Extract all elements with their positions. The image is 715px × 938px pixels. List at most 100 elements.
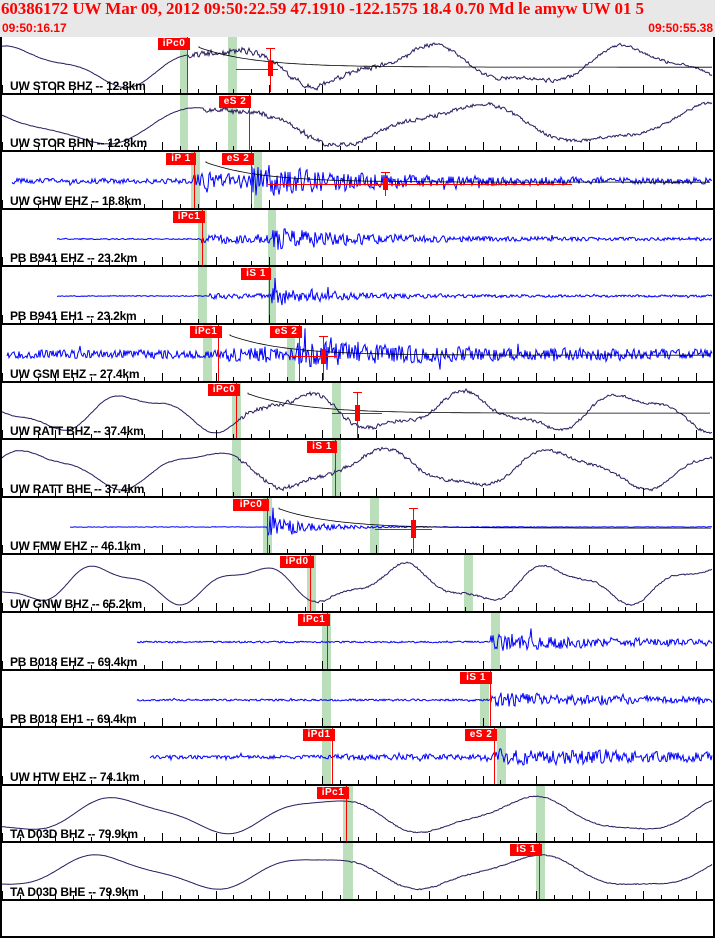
phase-pick-line[interactable]	[310, 555, 311, 613]
phase-pick-line[interactable]	[236, 383, 237, 440]
phase-pick-tag[interactable]: iS 1	[307, 441, 337, 453]
trace-row[interactable]: iPc1 PB B941 EHZ -- 23.2km	[2, 210, 713, 267]
phase-pick-tag[interactable]: eS 2	[219, 96, 251, 108]
trace-row[interactable]: iS 1 TA D03D BHE -- 79.9km	[2, 843, 713, 901]
axis-tick	[376, 718, 377, 726]
axis-tick	[643, 603, 644, 611]
axis-tick	[678, 434, 679, 438]
axis-tick	[198, 434, 199, 438]
axis-tick	[91, 146, 92, 150]
phase-pick-line[interactable]	[218, 325, 219, 383]
phase-pick-tag[interactable]: eS 2	[465, 729, 497, 741]
phase-pick-line[interactable]	[299, 325, 300, 383]
phase-pick-tag[interactable]: eS 2	[270, 326, 302, 338]
axis-tick	[180, 89, 181, 93]
phase-pick-tag[interactable]: iPc1	[173, 211, 205, 223]
axis-tick	[305, 780, 306, 784]
phase-association-band	[332, 383, 341, 440]
trace-row[interactable]: iS 1 UW RATT BHE -- 37.4km	[2, 440, 713, 498]
phase-pick-tag[interactable]: iS 1	[460, 672, 492, 684]
phase-pick-line[interactable]	[251, 152, 252, 210]
axis-tick	[20, 780, 21, 784]
phase-pick-tag[interactable]: eS 2	[222, 153, 254, 165]
trace-row[interactable]: iPc1 PB B018 EHZ -- 69.4km	[2, 613, 713, 671]
phase-pick-tag[interactable]: iPd1	[303, 729, 335, 741]
axis-tick	[643, 200, 644, 208]
trace-row[interactable]: iPc1 eS 2 UW GSM EHZ -- 27.4km	[2, 325, 713, 383]
axis-tick	[73, 780, 74, 784]
phase-pick-line[interactable]	[267, 498, 268, 555]
trace-row[interactable]: iS 1 PB B018 EH1 -- 69.4km	[2, 671, 713, 728]
phase-pick-tag[interactable]: iPc1	[190, 326, 222, 338]
trace-row[interactable]: iPc0 UW RATT BHZ -- 37.4km	[2, 383, 713, 440]
phase-pick-line[interactable]	[202, 210, 203, 267]
phase-pick-line[interactable]	[194, 152, 195, 210]
phase-pick-line[interactable]	[494, 728, 495, 786]
axis-tick	[144, 837, 145, 841]
phase-pick-tag[interactable]: iPc1	[298, 614, 330, 626]
axis-tick	[340, 549, 341, 553]
axis-tick	[607, 89, 608, 93]
waveform-trace	[2, 795, 713, 835]
trace-row[interactable]: iP 1 eS 2 UW GHW EHZ -- 18.8km	[2, 152, 713, 210]
trace-row[interactable]: iPd0 UW GNW BHZ -- 65.2km	[2, 555, 713, 613]
phase-pick-line[interactable]	[187, 37, 188, 95]
axis-tick	[554, 722, 555, 726]
axis-tick	[38, 377, 39, 381]
axis-tick	[661, 895, 662, 899]
phase-pick-line[interactable]	[327, 613, 328, 671]
phase-pick-tag[interactable]: iS 1	[510, 844, 542, 856]
axis-tick	[536, 200, 537, 208]
phase-pick-line[interactable]	[335, 440, 336, 498]
phase-pick-line[interactable]	[269, 267, 270, 325]
axis-tick	[607, 319, 608, 323]
row-axis-line	[2, 265, 713, 267]
phase-pick-tag[interactable]: iPd0	[280, 556, 314, 568]
phase-pick-tag[interactable]: iP 1	[166, 153, 196, 165]
axis-tick	[465, 89, 466, 93]
amplitude-marker-baseline	[268, 184, 572, 185]
axis-tick	[394, 722, 395, 726]
phase-pick-line[interactable]	[539, 843, 540, 901]
axis-tick	[2, 315, 3, 323]
row-axis-line	[2, 726, 713, 728]
axis-tick	[394, 837, 395, 841]
axis-tick	[287, 492, 288, 496]
axis-tick	[678, 89, 679, 93]
phase-association-band	[232, 440, 241, 498]
phase-pick-line[interactable]	[249, 95, 250, 152]
axis-tick	[483, 891, 484, 899]
axis-tick	[198, 204, 199, 208]
axis-tick	[287, 319, 288, 323]
phase-pick-tag[interactable]: iPc0	[208, 384, 240, 396]
phase-pick-line[interactable]	[490, 671, 491, 728]
trace-panel[interactable]: iPc0 UW STOR BHZ -- 12.8km eS 2 UW STOR BHN…	[0, 37, 715, 938]
trace-row[interactable]: iPc0 UW STOR BHZ -- 12.8km	[2, 37, 713, 95]
trace-row[interactable]: iPd1 eS 2 UW HTW EHZ -- 74.1km	[2, 728, 713, 786]
axis-tick	[643, 661, 644, 669]
axis-tick	[465, 434, 466, 438]
axis-tick	[109, 488, 110, 496]
phase-pick-line[interactable]	[332, 728, 333, 786]
axis-tick	[411, 895, 412, 899]
axis-tick	[500, 895, 501, 899]
axis-tick	[625, 722, 626, 726]
axis-tick	[643, 891, 644, 899]
axis-tick	[109, 373, 110, 381]
axis-tick	[180, 780, 181, 784]
axis-tick	[447, 319, 448, 323]
axis-tick	[73, 204, 74, 208]
axis-tick	[465, 722, 466, 726]
axis-tick	[589, 603, 590, 611]
trace-row[interactable]: iS 1 PB B941 EH1 -- 23.2km	[2, 267, 713, 325]
phase-pick-tag[interactable]: iPc0	[158, 38, 190, 50]
phase-pick-line[interactable]	[346, 786, 347, 843]
phase-pick-tag[interactable]: iPc0	[233, 499, 269, 511]
theoretical-traveltime-curve	[205, 161, 710, 183]
axis-tick	[198, 261, 199, 265]
trace-row[interactable]: iPc1 TA D03D BHZ -- 79.9km	[2, 786, 713, 843]
phase-pick-tag[interactable]: iPc1	[317, 787, 349, 799]
trace-row[interactable]: eS 2 UW STOR BHN -- 12.8km	[2, 95, 713, 152]
phase-pick-tag[interactable]: iS 1	[241, 268, 271, 280]
trace-row[interactable]: iPc0 UW FMW EHZ -- 46.1km	[2, 498, 713, 555]
